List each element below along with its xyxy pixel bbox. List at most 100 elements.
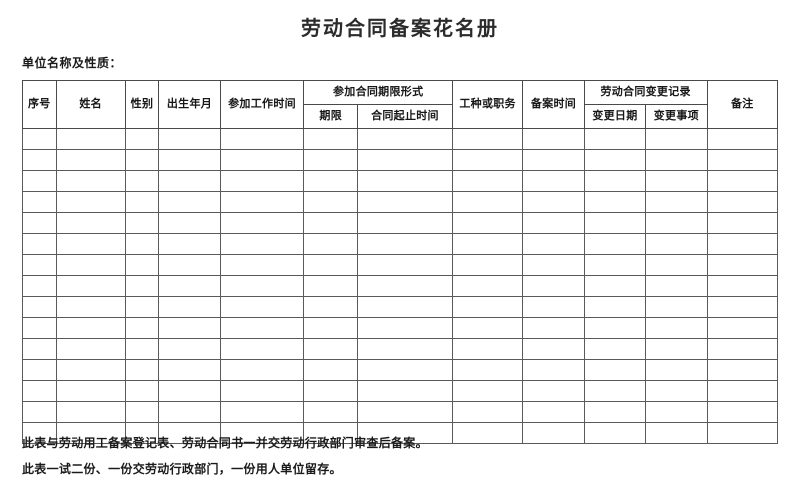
table-row[interactable] — [22, 233, 779, 255]
table-cell[interactable] — [583, 170, 647, 192]
table-cell[interactable] — [55, 191, 126, 213]
table-cell[interactable] — [451, 149, 524, 171]
table-cell[interactable] — [55, 233, 126, 255]
table-cell[interactable] — [357, 275, 453, 297]
table-cell[interactable] — [522, 422, 585, 444]
table-cell[interactable] — [303, 401, 359, 423]
table-cell[interactable] — [303, 422, 359, 444]
table-cell[interactable] — [645, 422, 708, 444]
table-cell[interactable] — [124, 359, 160, 381]
table-cell[interactable] — [158, 149, 221, 171]
table-cell[interactable] — [583, 149, 647, 171]
table-cell[interactable] — [706, 401, 779, 423]
table-cell[interactable] — [22, 275, 57, 297]
table-cell[interactable] — [357, 170, 453, 192]
table-cell[interactable] — [22, 296, 57, 318]
table-cell[interactable] — [219, 149, 305, 171]
table-cell[interactable] — [124, 317, 160, 339]
table-cell[interactable] — [219, 422, 305, 444]
table-cell[interactable] — [303, 212, 359, 234]
table-cell[interactable] — [219, 380, 305, 402]
table-cell[interactable] — [522, 338, 585, 360]
table-cell[interactable] — [124, 275, 160, 297]
table-cell[interactable] — [645, 338, 708, 360]
table-cell[interactable] — [124, 149, 160, 171]
table-cell[interactable] — [645, 296, 708, 318]
table-cell[interactable] — [357, 380, 453, 402]
table-cell[interactable] — [706, 317, 779, 339]
table-row[interactable] — [22, 149, 779, 171]
table-cell[interactable] — [645, 149, 708, 171]
table-cell[interactable] — [522, 191, 585, 213]
table-cell[interactable] — [645, 233, 708, 255]
table-cell[interactable] — [645, 275, 708, 297]
table-row[interactable] — [22, 170, 779, 192]
table-cell[interactable] — [645, 254, 708, 276]
table-cell[interactable] — [55, 422, 126, 444]
table-cell[interactable] — [158, 191, 221, 213]
table-cell[interactable] — [357, 254, 453, 276]
table-cell[interactable] — [303, 170, 359, 192]
table-row[interactable] — [22, 128, 779, 150]
table-cell[interactable] — [219, 359, 305, 381]
table-cell[interactable] — [219, 254, 305, 276]
table-cell[interactable] — [55, 296, 126, 318]
table-cell[interactable] — [219, 170, 305, 192]
table-cell[interactable] — [55, 338, 126, 360]
table-cell[interactable] — [158, 338, 221, 360]
table-cell[interactable] — [357, 401, 453, 423]
table-cell[interactable] — [451, 275, 524, 297]
table-cell[interactable] — [303, 275, 359, 297]
table-cell[interactable] — [706, 254, 779, 276]
table-cell[interactable] — [645, 128, 708, 150]
table-row[interactable] — [22, 401, 779, 423]
table-cell[interactable] — [522, 212, 585, 234]
table-cell[interactable] — [522, 233, 585, 255]
table-cell[interactable] — [522, 254, 585, 276]
table-cell[interactable] — [706, 191, 779, 213]
table-cell[interactable] — [645, 359, 708, 381]
table-cell[interactable] — [583, 317, 647, 339]
table-cell[interactable] — [303, 149, 359, 171]
table-cell[interactable] — [522, 317, 585, 339]
table-cell[interactable] — [522, 128, 585, 150]
table-cell[interactable] — [158, 212, 221, 234]
table-cell[interactable] — [158, 296, 221, 318]
table-cell[interactable] — [124, 380, 160, 402]
table-row[interactable] — [22, 317, 779, 339]
table-cell[interactable] — [219, 212, 305, 234]
table-cell[interactable] — [22, 380, 57, 402]
table-row[interactable] — [22, 275, 779, 297]
table-cell[interactable] — [158, 359, 221, 381]
table-cell[interactable] — [22, 359, 57, 381]
table-cell[interactable] — [706, 170, 779, 192]
table-cell[interactable] — [583, 254, 647, 276]
table-cell[interactable] — [303, 338, 359, 360]
table-cell[interactable] — [55, 380, 126, 402]
table-cell[interactable] — [158, 275, 221, 297]
table-cell[interactable] — [522, 401, 585, 423]
table-cell[interactable] — [55, 359, 126, 381]
table-cell[interactable] — [583, 296, 647, 318]
table-cell[interactable] — [583, 359, 647, 381]
table-cell[interactable] — [303, 233, 359, 255]
table-cell[interactable] — [583, 422, 647, 444]
table-cell[interactable] — [158, 401, 221, 423]
table-cell[interactable] — [451, 254, 524, 276]
table-cell[interactable] — [522, 170, 585, 192]
table-cell[interactable] — [645, 170, 708, 192]
table-cell[interactable] — [219, 275, 305, 297]
table-cell[interactable] — [124, 254, 160, 276]
table-cell[interactable] — [645, 191, 708, 213]
table-cell[interactable] — [706, 275, 779, 297]
table-cell[interactable] — [124, 296, 160, 318]
table-cell[interactable] — [303, 191, 359, 213]
table-cell[interactable] — [303, 317, 359, 339]
table-cell[interactable] — [645, 317, 708, 339]
table-cell[interactable] — [22, 338, 57, 360]
table-cell[interactable] — [583, 128, 647, 150]
table-cell[interactable] — [158, 170, 221, 192]
table-cell[interactable] — [158, 233, 221, 255]
table-cell[interactable] — [124, 128, 160, 150]
table-cell[interactable] — [706, 296, 779, 318]
